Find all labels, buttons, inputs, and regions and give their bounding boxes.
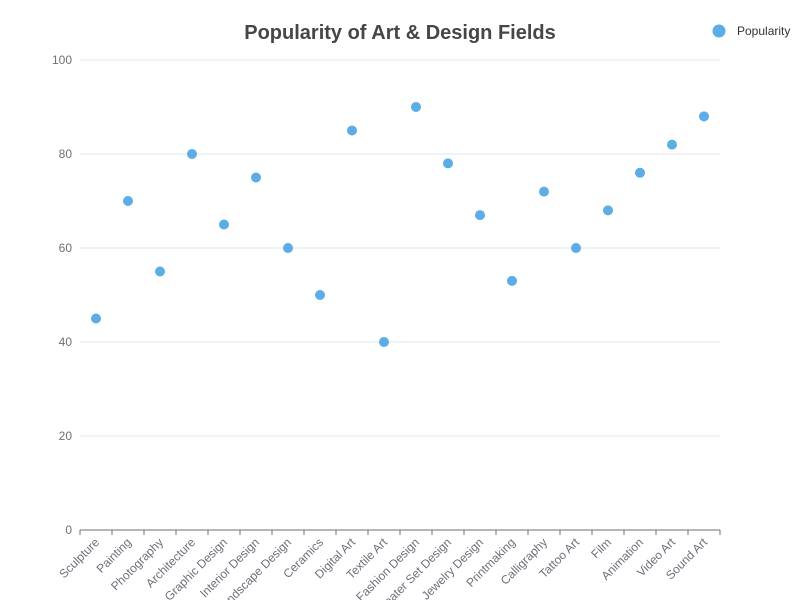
x-tick-label: Film bbox=[588, 535, 614, 561]
data-points bbox=[91, 102, 709, 347]
data-point[interactable] bbox=[347, 125, 357, 136]
data-point[interactable] bbox=[379, 337, 389, 347]
data-point[interactable] bbox=[443, 158, 453, 169]
axes: 020406080100SculpturePaintingPhotography… bbox=[52, 53, 721, 600]
y-tick-label: 80 bbox=[59, 147, 73, 161]
data-point[interactable] bbox=[219, 219, 229, 230]
data-point[interactable] bbox=[411, 102, 421, 112]
data-point[interactable] bbox=[155, 266, 165, 277]
y-tick-label: 60 bbox=[59, 241, 73, 255]
y-tick-label: 0 bbox=[65, 523, 72, 537]
data-point[interactable] bbox=[603, 205, 613, 216]
y-tick-label: 20 bbox=[59, 429, 73, 443]
chart-title: Popularity of Art & Design Fields bbox=[244, 22, 556, 44]
grid-lines bbox=[80, 59, 720, 437]
data-point[interactable] bbox=[475, 210, 485, 221]
data-point[interactable] bbox=[91, 313, 101, 324]
data-point[interactable] bbox=[699, 111, 709, 122]
data-point[interactable] bbox=[251, 172, 261, 183]
legend-label: Popularity bbox=[737, 24, 790, 38]
data-point[interactable] bbox=[539, 186, 549, 197]
legend[interactable]: Popularity bbox=[712, 24, 791, 38]
y-tick-label: 100 bbox=[52, 53, 72, 67]
data-point[interactable] bbox=[123, 196, 133, 206]
y-tick-label: 40 bbox=[59, 335, 73, 349]
data-point[interactable] bbox=[283, 243, 293, 253]
data-point[interactable] bbox=[667, 139, 677, 150]
data-point[interactable] bbox=[507, 275, 517, 286]
data-point[interactable] bbox=[315, 290, 325, 300]
legend-marker bbox=[712, 24, 726, 38]
data-point[interactable] bbox=[571, 243, 581, 253]
data-point[interactable] bbox=[635, 167, 645, 178]
x-tick-label: Sculpture bbox=[56, 535, 102, 581]
data-point[interactable] bbox=[187, 149, 197, 159]
